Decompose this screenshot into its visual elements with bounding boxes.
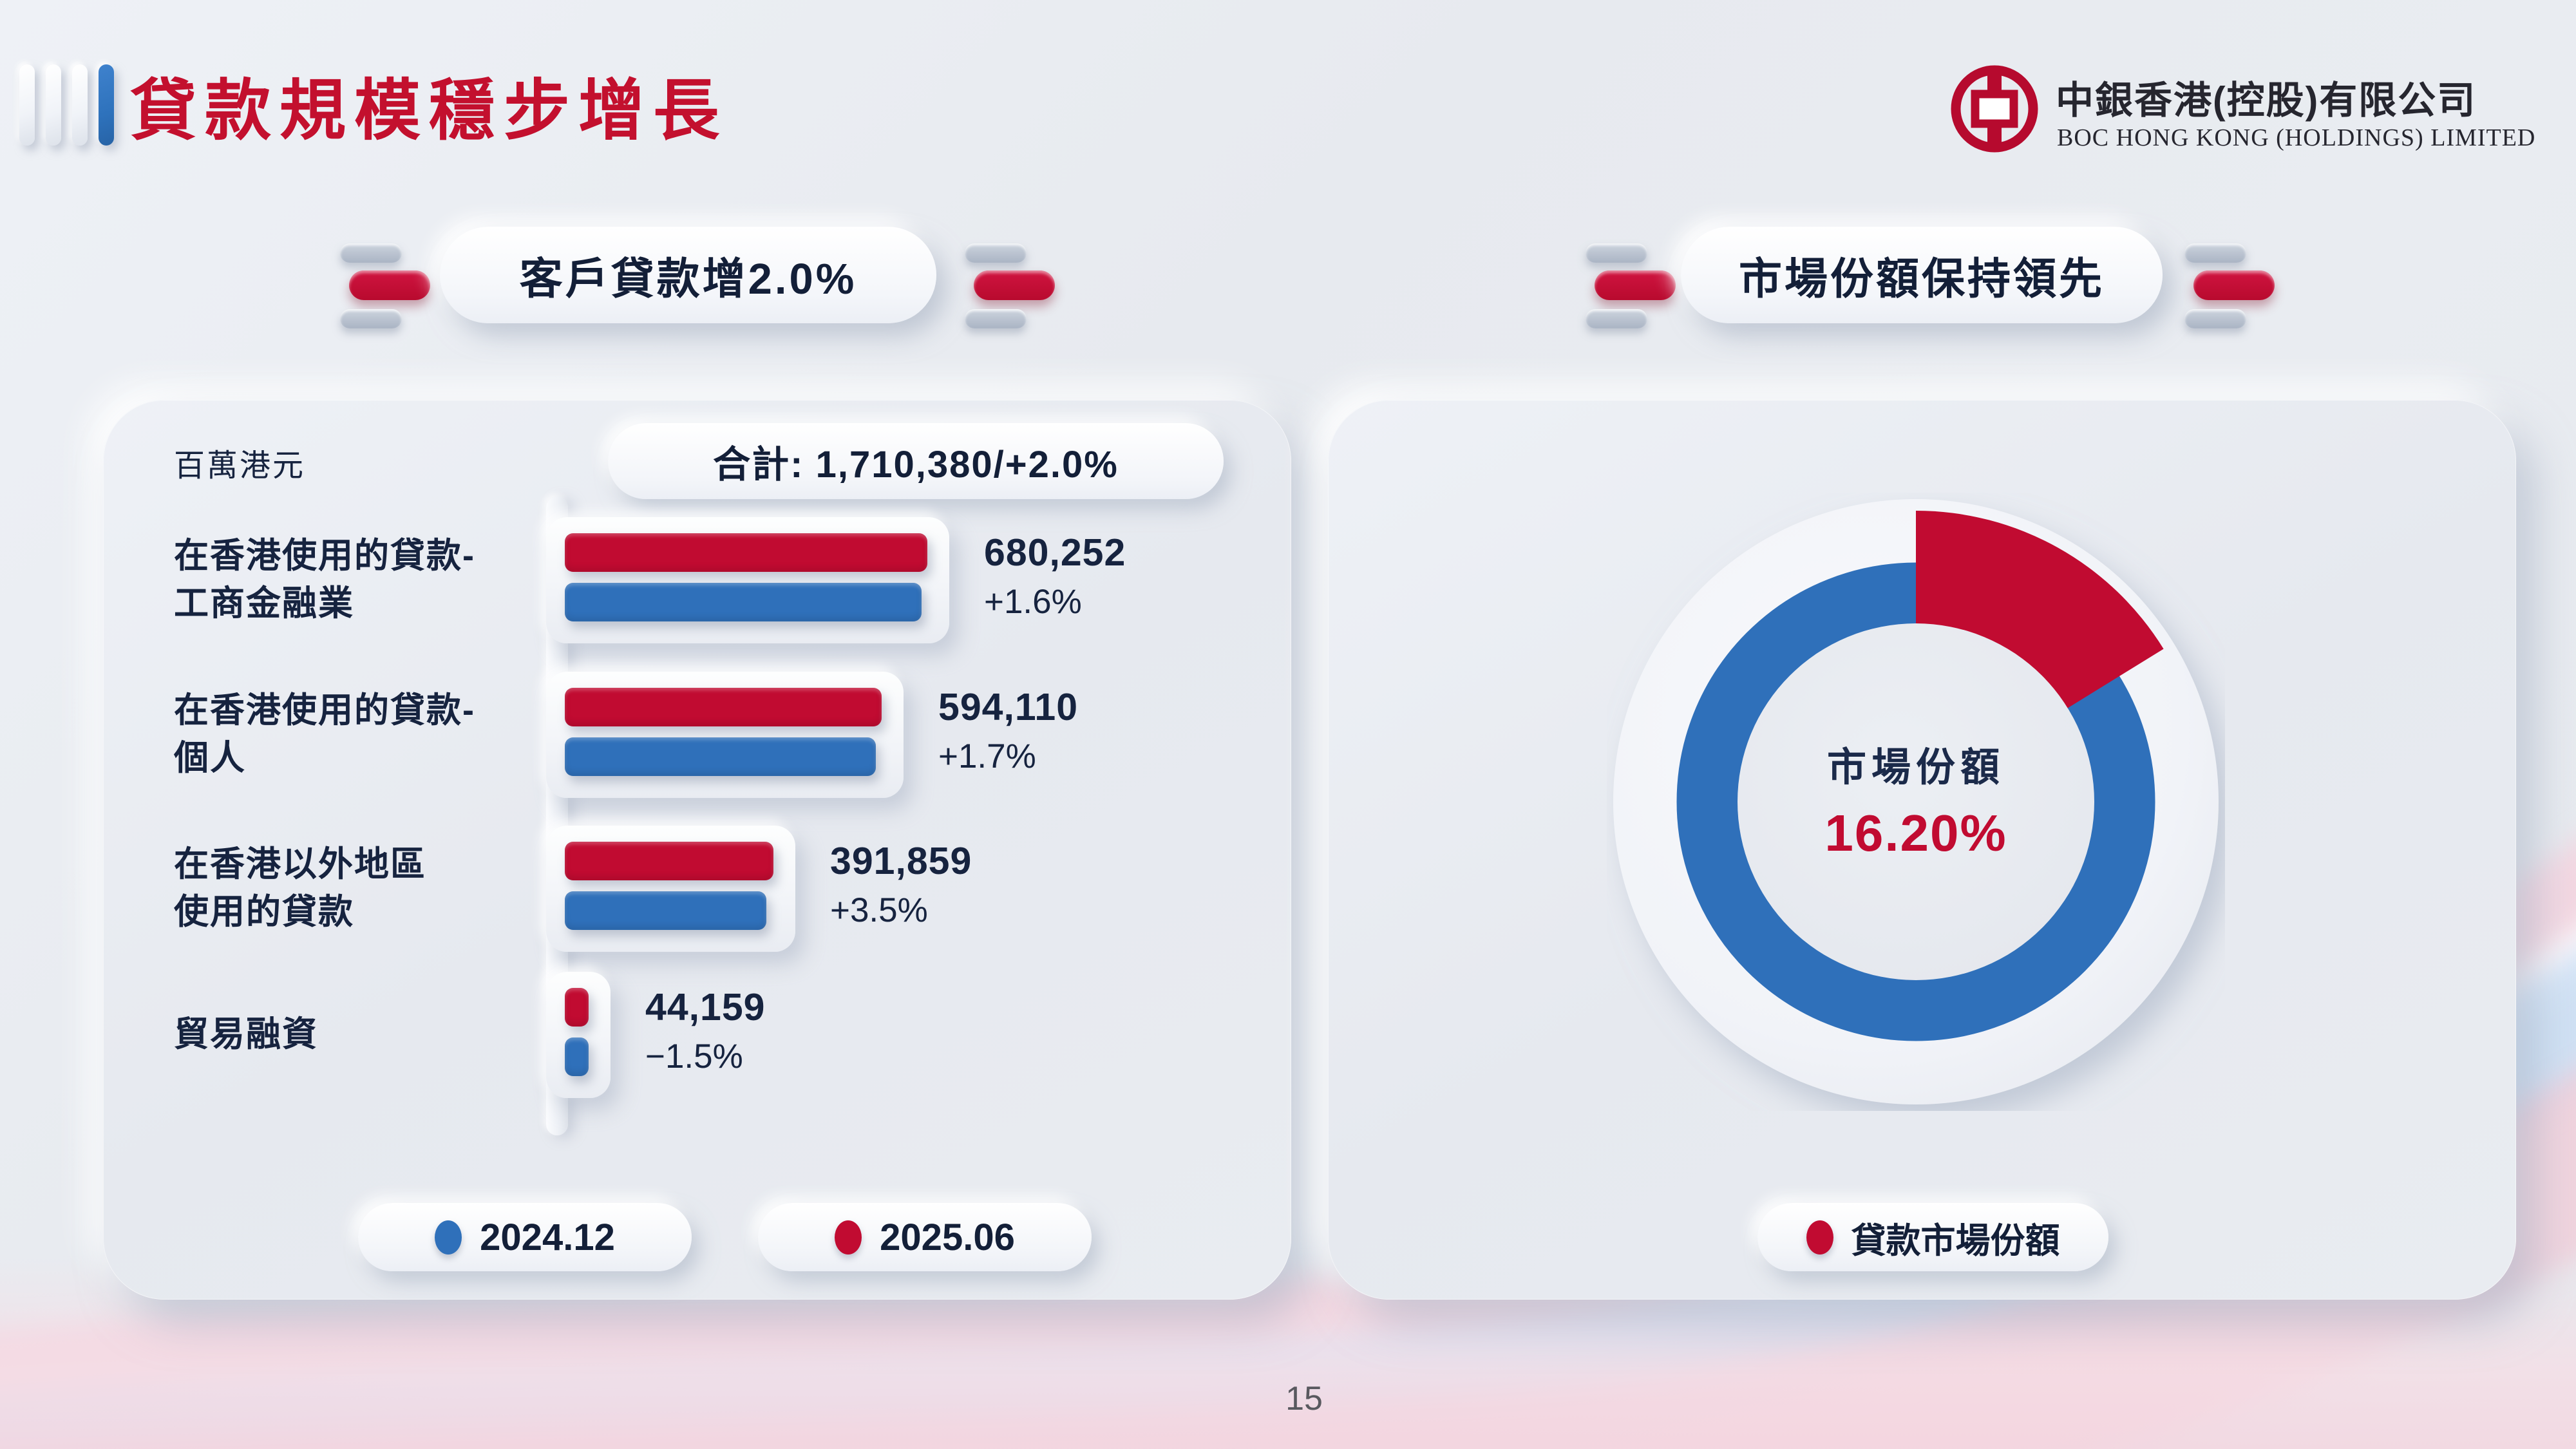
value-block-trade-finance: 44,159 −1.5% [645, 988, 765, 1076]
value-label: 594,110 [938, 686, 1079, 728]
header-deco-right-1 [1580, 243, 1676, 334]
bar-2025-06-trade-finance [565, 988, 589, 1027]
header-deco-left-2 [960, 243, 1055, 334]
title-deco-bar-1 [19, 64, 35, 146]
loans-chart-card: 百萬港元 合計: 1,710,380/+2.0% 在香港使用的貸款- 工商金融業… [103, 400, 1291, 1300]
category-label-trade-finance: 貿易融資 [174, 1015, 318, 1054]
value-block-outside-hk: 391,859 +3.5% [830, 842, 972, 930]
title-deco-bar-2 [46, 64, 61, 146]
legend-dot-red [835, 1220, 862, 1255]
bar-2025-06-personal [565, 688, 882, 726]
bar-2025-06-commercial [565, 533, 927, 572]
legend-2025-06: 2025.06 [758, 1203, 1092, 1271]
donut-center-text: 市場份額 16.20% [1723, 735, 2109, 863]
logo-company-name-zh: 中銀香港(控股)有限公司 [2056, 79, 2477, 122]
bar-2024-12-commercial [565, 583, 922, 621]
header-deco-right-2 [2179, 243, 2275, 334]
total-pill: 合計: 1,710,380/+2.0% [608, 423, 1224, 499]
category-label-outside-hk: 在香港以外地區 使用的貸款 [174, 845, 426, 931]
page-number: 15 [1285, 1380, 1323, 1417]
value-label: 391,859 [830, 840, 972, 882]
category-label-commercial: 在香港使用的貸款- 工商金融業 [174, 536, 475, 623]
title-deco-bar-3 [72, 64, 88, 146]
growth-label: −1.5% [645, 1037, 743, 1075]
value-block-personal: 594,110 +1.7% [938, 688, 1078, 776]
legend-dot-red [1806, 1220, 1833, 1255]
header-deco-left-1 [335, 243, 430, 334]
legend-loan-market-share: 貸款市場份額 [1757, 1203, 2108, 1271]
market-share-label: 市場份額 [1826, 745, 2005, 789]
title-deco-bar-blue [99, 64, 114, 146]
growth-label: +1.7% [938, 737, 1036, 775]
legend-2024-12: 2024.12 [358, 1203, 692, 1271]
category-label-personal: 在香港使用的貸款- 個人 [174, 691, 475, 777]
bar-2024-12-personal [565, 737, 876, 776]
bar-2025-06-outside-hk [565, 842, 773, 880]
value-label: 680,252 [984, 531, 1126, 574]
growth-label: +1.6% [984, 583, 1082, 621]
right-chart-header: 市場份額保持領先 [1681, 227, 2163, 323]
unit-label: 百萬港元 [174, 449, 306, 483]
market-share-value: 16.20% [1824, 804, 2007, 862]
page-title: 貸款規模穩步增長 [130, 73, 728, 147]
left-chart-header: 客戶貸款增2.0% [440, 227, 936, 323]
growth-label: +3.5% [830, 891, 928, 929]
bar-2024-12-outside-hk [565, 891, 766, 930]
market-share-card: 市場份額 16.20% 貸款市場份額 [1328, 400, 2516, 1300]
value-label: 44,159 [645, 986, 766, 1028]
value-block-commercial: 680,252 +1.6% [984, 533, 1126, 621]
legend-dot-blue [435, 1220, 462, 1255]
bar-2024-12-trade-finance [565, 1037, 589, 1076]
boc-logo-icon [1951, 65, 2038, 153]
logo-company-name-en: BOC HONG KONG (HOLDINGS) LIMITED [2057, 124, 2536, 151]
